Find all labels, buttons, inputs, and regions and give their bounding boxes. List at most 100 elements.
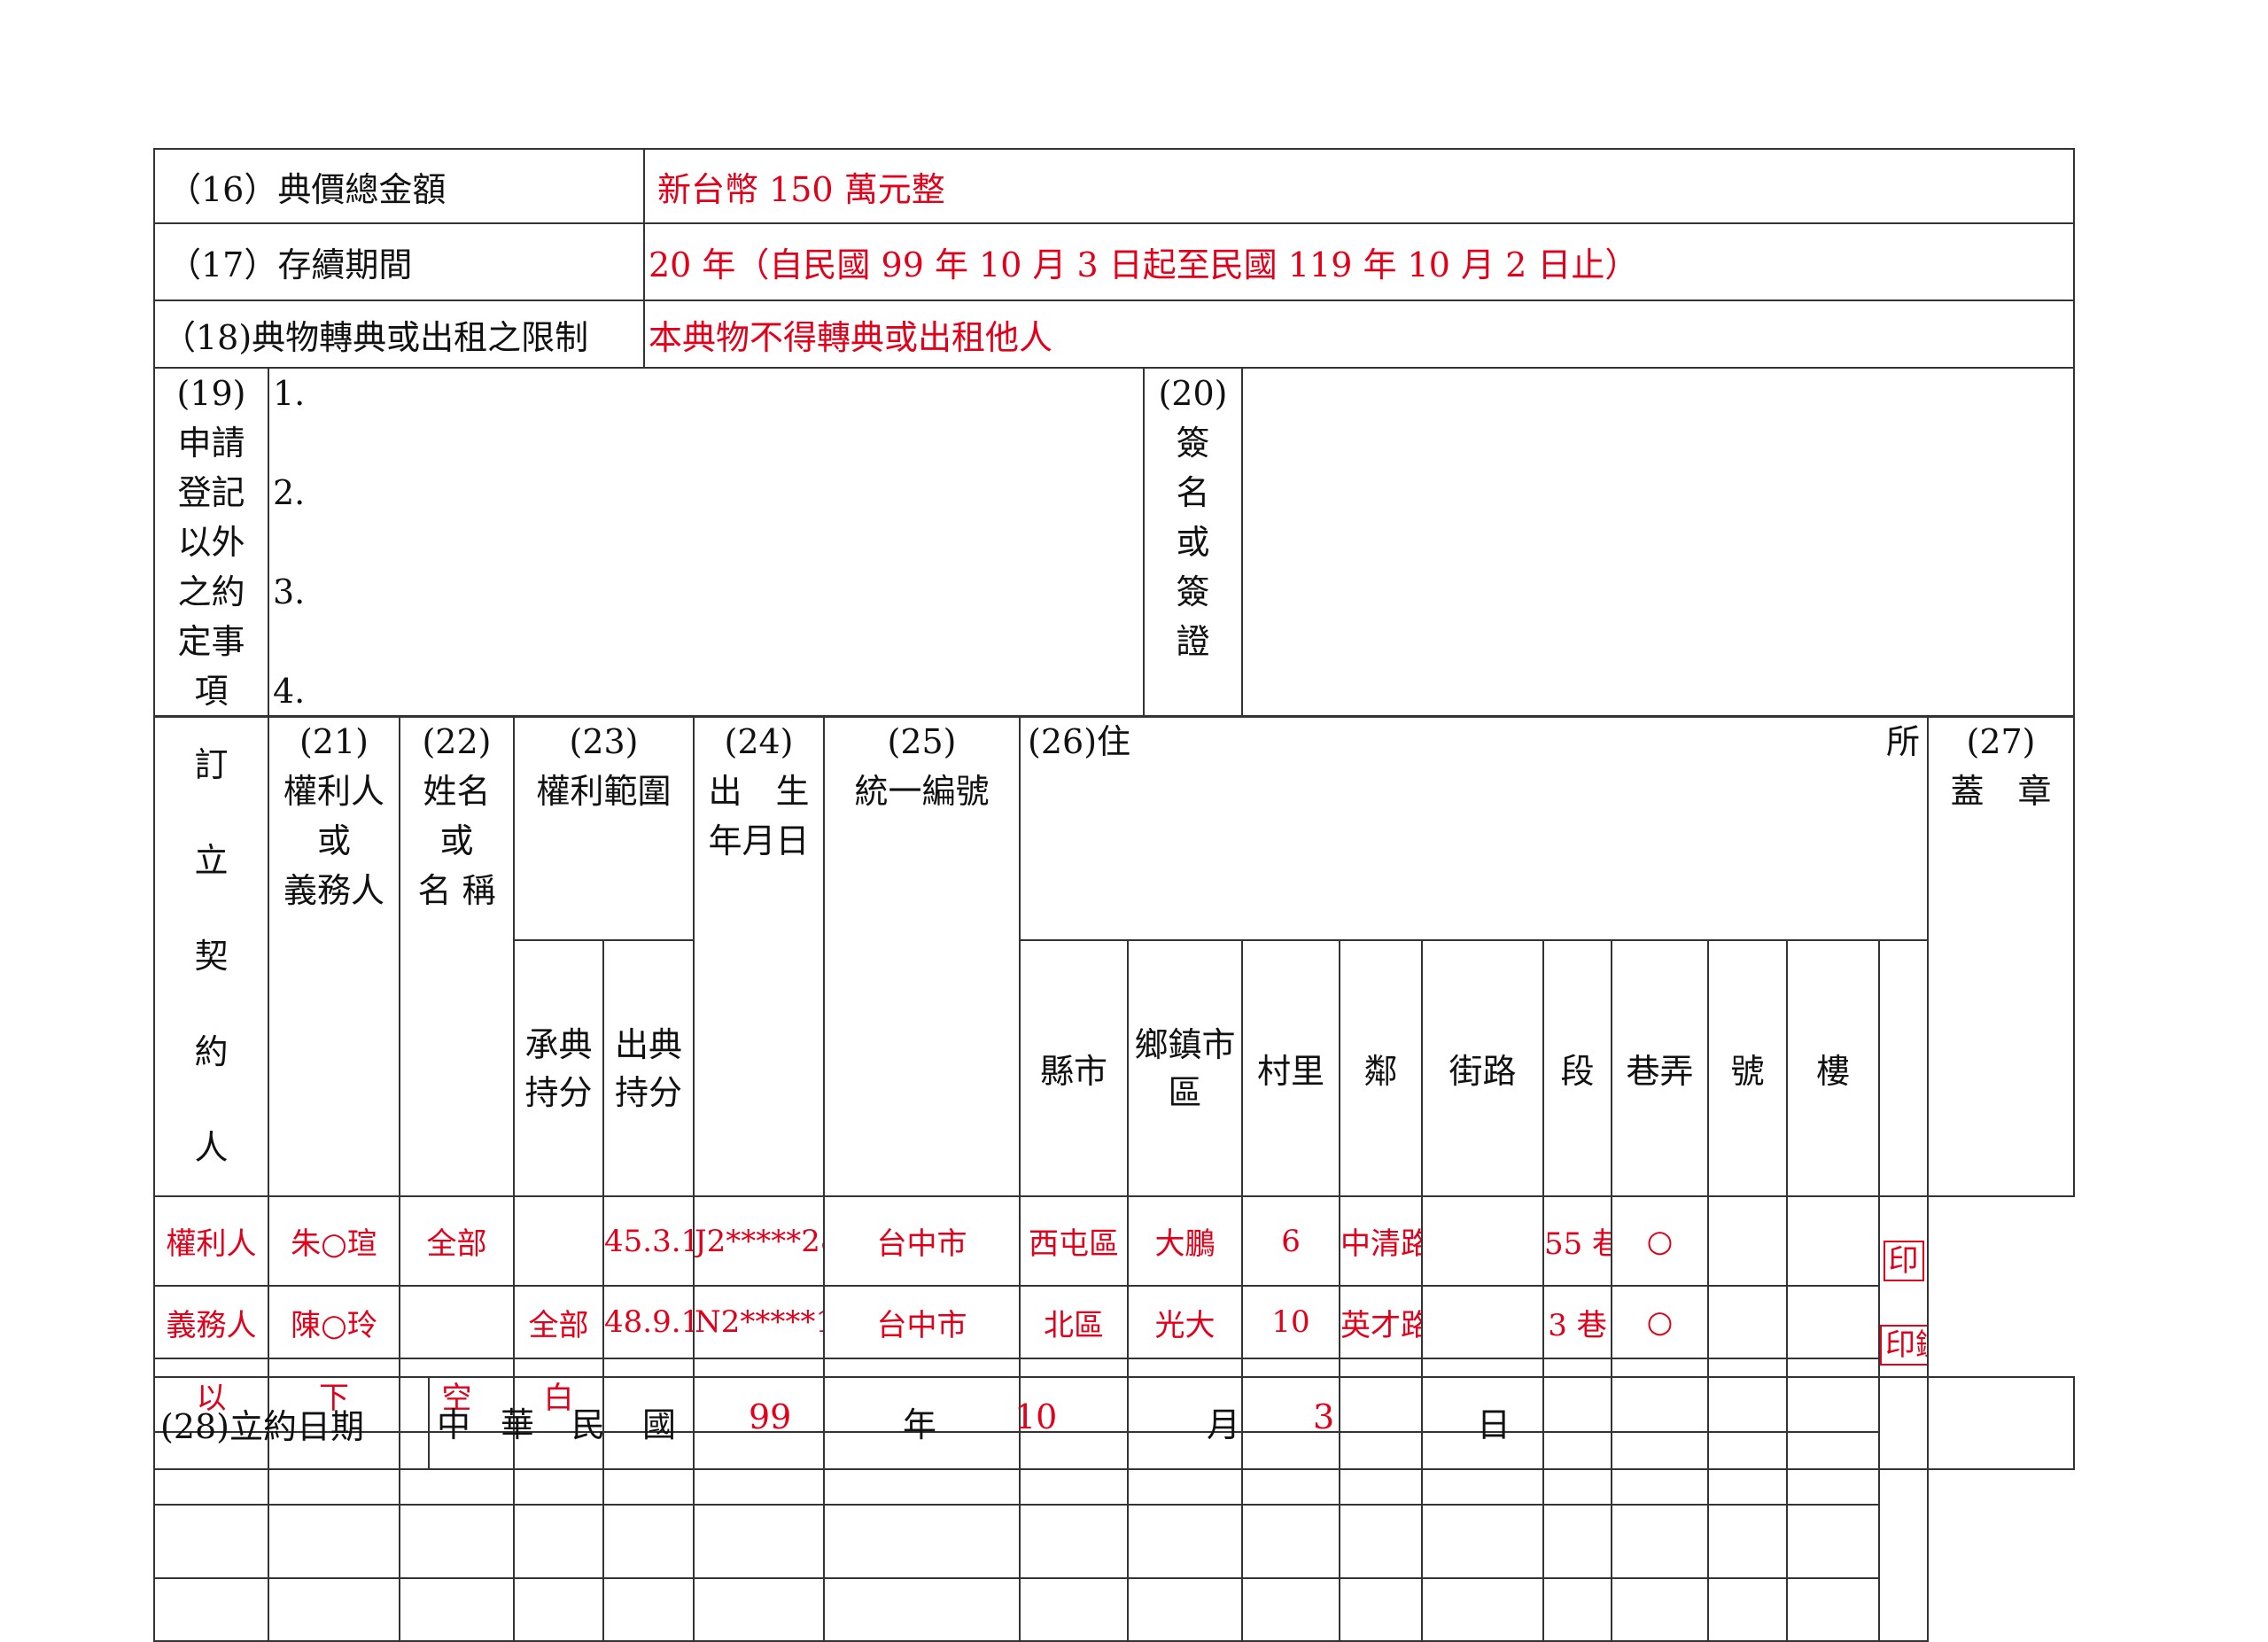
term-item: 3. — [273, 572, 306, 611]
cell-share-give[interactable]: 全部 — [513, 1285, 604, 1359]
document-page: （16）典價總金額 新台幣 150 萬元整 （17）存續期間 20 年（自民國 … — [153, 148, 2076, 1642]
cell-district[interactable] — [1019, 1504, 1130, 1579]
cell-role[interactable]: 權利人 — [153, 1195, 269, 1287]
cell-city[interactable]: 台中市 — [823, 1285, 1021, 1359]
cell-floor[interactable] — [1707, 1577, 1789, 1642]
cell-section[interactable] — [1421, 1195, 1545, 1287]
header-line: (27) — [1966, 722, 2036, 761]
header-24: (24) 出 生年月日 — [693, 715, 826, 1197]
contract-date-value[interactable]: 中 華 民 國 99 年 10 月 3 日 — [428, 1376, 2075, 1470]
cell-birth[interactable] — [602, 1577, 695, 1642]
date-month: 10 — [1014, 1397, 1058, 1436]
header-neighborhood: 鄰 — [1339, 939, 1424, 1197]
cell-birth[interactable]: 48.9.18 — [602, 1285, 695, 1359]
cell-neighborhood[interactable] — [1241, 1577, 1341, 1642]
cell-lane[interactable] — [1542, 1504, 1613, 1579]
cell-name[interactable]: 朱○瑄 — [268, 1195, 400, 1287]
era-char: 華 — [501, 1405, 535, 1444]
cell-share-receive[interactable]: 全部 — [399, 1195, 515, 1287]
header-line: 權利範圍 — [536, 772, 672, 811]
cell-id[interactable] — [693, 1504, 826, 1579]
header-line: (26)住 — [1028, 722, 1131, 761]
cell-district[interactable] — [1019, 1577, 1130, 1642]
cell-share-give[interactable] — [513, 1577, 604, 1642]
cell-share-receive[interactable] — [399, 1577, 515, 1642]
cell-name[interactable] — [268, 1577, 400, 1642]
cell-lane[interactable]: 55 巷 — [1542, 1195, 1613, 1287]
parties-table: 訂 立 契 約 人 (21) 權利人或義務人 (22) 姓名或名 稱 (23) 權利範… — [153, 714, 2076, 1642]
cell-city[interactable]: 台中市 — [823, 1195, 1021, 1287]
cell-number[interactable]: ○ — [1611, 1195, 1710, 1287]
label-line: 以外 — [177, 523, 245, 562]
cell-birth[interactable]: 45.3.16 — [602, 1195, 695, 1287]
cell-extra[interactable] — [1786, 1285, 1881, 1359]
cell-floor[interactable] — [1707, 1195, 1789, 1287]
cell-number[interactable] — [1611, 1504, 1710, 1579]
header-floor: 樓 — [1786, 939, 1881, 1197]
label-char: 契 — [194, 937, 229, 976]
cell-share-receive[interactable] — [399, 1504, 515, 1579]
duration-value: 20 年（自民國 99 年 10 月 3 日起至民國 119 年 10 月 2 … — [643, 222, 2075, 301]
cell-neighborhood[interactable] — [1241, 1504, 1341, 1579]
cell-section[interactable] — [1421, 1577, 1545, 1642]
cell-village[interactable]: 大鵬 — [1127, 1195, 1244, 1287]
cell-birth[interactable] — [602, 1504, 695, 1579]
term-item: 1. — [273, 374, 306, 413]
cell-id[interactable] — [693, 1577, 826, 1642]
cell-village[interactable] — [1127, 1504, 1244, 1579]
header-line: 年月日 — [708, 821, 810, 860]
row-16: （16）典價總金額 新台幣 150 萬元整 — [153, 148, 2075, 224]
header-26: (26)住 所 — [1019, 714, 1930, 942]
cell-section[interactable] — [1421, 1285, 1545, 1359]
cell-district[interactable]: 西屯區 — [1019, 1195, 1130, 1287]
cell-share-give[interactable] — [513, 1195, 604, 1287]
signature-label: (20) 簽 名 或 簽 證 — [1143, 367, 1243, 718]
cell-village[interactable] — [1127, 1577, 1244, 1642]
cell-role[interactable]: 義務人 — [153, 1285, 269, 1359]
cell-number[interactable] — [1611, 1577, 1710, 1642]
label-line: 證 — [1176, 622, 1210, 661]
header-line: 承典 — [524, 1024, 593, 1064]
cell-extra[interactable] — [1786, 1195, 1881, 1287]
header-line: 持分 — [615, 1072, 683, 1112]
cell-lane[interactable] — [1542, 1577, 1613, 1642]
cell-district[interactable]: 北區 — [1019, 1285, 1130, 1359]
cell-street[interactable]: 中清路 — [1339, 1195, 1424, 1287]
cell-share-receive[interactable] — [399, 1285, 515, 1359]
signature-field[interactable] — [1241, 367, 2075, 718]
header-line: 或 — [439, 821, 474, 860]
cell-village[interactable]: 光大 — [1127, 1285, 1244, 1359]
cell-section[interactable] — [1421, 1504, 1545, 1579]
cell-extra[interactable] — [1786, 1504, 1881, 1579]
header-line: (23) — [569, 722, 639, 761]
cell-name[interactable]: 陳○玲 — [268, 1285, 400, 1359]
cell-id[interactable]: J2*****288 — [693, 1195, 826, 1287]
label-line: 或 — [1176, 523, 1210, 562]
cell-name[interactable] — [268, 1504, 400, 1579]
other-terms-items[interactable]: 1. 2. 3. 4. — [268, 367, 1145, 718]
era-char: 民 — [571, 1405, 606, 1444]
cell-city[interactable] — [823, 1504, 1021, 1579]
cell-id[interactable]: N2*****186 — [693, 1285, 826, 1359]
cell-neighborhood[interactable]: 6 — [1241, 1195, 1341, 1287]
cell-neighborhood[interactable]: 10 — [1241, 1285, 1341, 1359]
cell-share-give[interactable] — [513, 1504, 604, 1579]
terms-table: （16）典價總金額 新台幣 150 萬元整 （17）存續期間 20 年（自民國 … — [153, 148, 2075, 369]
cell-floor[interactable] — [1707, 1504, 1789, 1579]
label-line: 名 — [1176, 473, 1210, 512]
header-line: (25) — [887, 722, 957, 761]
cell-street[interactable] — [1339, 1504, 1424, 1579]
cell-role[interactable] — [153, 1577, 269, 1642]
cell-street[interactable] — [1339, 1577, 1424, 1642]
party-row — [153, 1577, 2074, 1642]
header-25: (25) 統一編號 — [823, 715, 1021, 1197]
cell-role[interactable] — [153, 1504, 269, 1579]
header-21: (21) 權利人或義務人 — [268, 715, 400, 1197]
cell-lane[interactable]: 3 巷 — [1542, 1285, 1613, 1359]
cell-street[interactable]: 英才路 — [1339, 1285, 1424, 1359]
header-line: 持分 — [524, 1072, 593, 1112]
cell-extra[interactable] — [1786, 1577, 1881, 1642]
cell-city[interactable] — [823, 1577, 1021, 1642]
cell-floor[interactable] — [1707, 1285, 1789, 1359]
cell-number[interactable]: ○ — [1611, 1285, 1710, 1359]
